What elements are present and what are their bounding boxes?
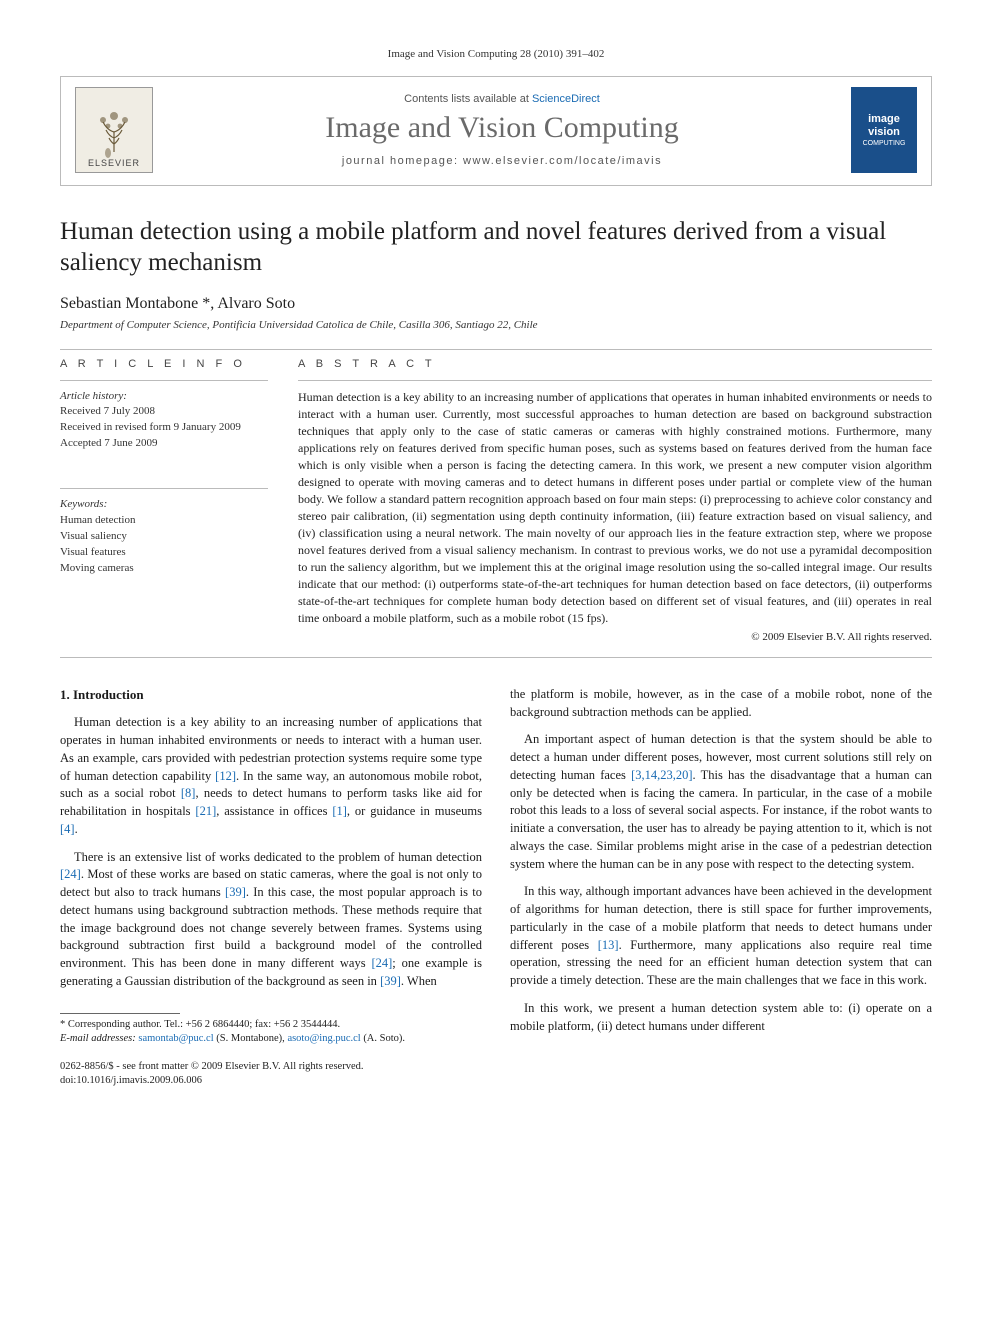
- keyword: Human detection: [60, 513, 268, 529]
- divider: [298, 380, 932, 381]
- citation-link[interactable]: [1]: [332, 804, 347, 818]
- contents-prefix: Contents lists available at: [404, 93, 532, 105]
- footnote-separator: [60, 1013, 180, 1014]
- divider: [60, 380, 268, 381]
- body-columns: 1. Introduction Human detection is a key…: [60, 686, 932, 1088]
- divider: [60, 657, 932, 658]
- issn-line: 0262-8856/$ - see front matter © 2009 El…: [60, 1060, 482, 1074]
- footnotes: * Corresponding author. Tel.: +56 2 6864…: [60, 1018, 482, 1046]
- history-received: Received 7 July 2008: [60, 404, 268, 420]
- email-link[interactable]: samontab@puc.cl: [138, 1033, 213, 1044]
- abstract-copyright: © 2009 Elsevier B.V. All rights reserved…: [298, 631, 932, 643]
- body-text: . When: [401, 974, 437, 988]
- cover-word-1: image: [868, 113, 900, 125]
- body-text: .: [75, 822, 78, 836]
- abstract-column: A B S T R A C T Human detection is a key…: [298, 358, 932, 643]
- corresponding-author-note: * Corresponding author. Tel.: +56 2 6864…: [60, 1018, 482, 1032]
- masthead-center: Contents lists available at ScienceDirec…: [153, 93, 851, 167]
- page: Image and Vision Computing 28 (2010) 391…: [0, 0, 992, 1128]
- keyword: Visual features: [60, 545, 268, 561]
- divider: [60, 349, 932, 350]
- doi-line: doi:10.1016/j.imavis.2009.06.006: [60, 1074, 482, 1088]
- body-paragraph: There is an extensive list of works dedi…: [60, 849, 482, 991]
- body-text: , assistance in offices: [216, 804, 332, 818]
- citation-link[interactable]: [39]: [225, 885, 246, 899]
- article-history: Article history: Received 7 July 2008 Re…: [60, 389, 268, 453]
- running-header: Image and Vision Computing 28 (2010) 391…: [60, 48, 932, 60]
- body-text: . This has the disadvantage that a human…: [510, 768, 932, 871]
- email-who: (A. Soto).: [361, 1033, 405, 1044]
- article-title: Human detection using a mobile platform …: [60, 216, 932, 279]
- abstract-text: Human detection is a key ability to an i…: [298, 389, 932, 627]
- body-paragraph: In this work, we present a human detecti…: [510, 1000, 932, 1036]
- citation-link[interactable]: [21]: [195, 804, 216, 818]
- keywords-block: Keywords: Human detection Visual salienc…: [60, 497, 268, 577]
- article-info-column: A R T I C L E I N F O Article history: R…: [60, 358, 268, 643]
- authors: Sebastian Montabone *, Alvaro Soto: [60, 295, 932, 313]
- keyword: Visual saliency: [60, 529, 268, 545]
- publisher-logo: ELSEVIER: [75, 87, 153, 173]
- article-info-label: A R T I C L E I N F O: [60, 358, 268, 370]
- email-who: (S. Montabone),: [214, 1033, 288, 1044]
- affiliation: Department of Computer Science, Pontific…: [60, 319, 932, 331]
- journal-name: Image and Vision Computing: [163, 111, 841, 145]
- citation-link[interactable]: [24]: [371, 956, 392, 970]
- divider: [60, 488, 268, 489]
- body-column-left: 1. Introduction Human detection is a key…: [60, 686, 482, 1088]
- info-abstract-row: A R T I C L E I N F O Article history: R…: [60, 358, 932, 643]
- citation-link[interactable]: [3,14,23,20]: [631, 768, 692, 782]
- citation-link[interactable]: [13]: [598, 938, 619, 952]
- history-revised: Received in revised form 9 January 2009: [60, 420, 268, 436]
- journal-homepage: journal homepage: www.elsevier.com/locat…: [163, 155, 841, 167]
- sciencedirect-link[interactable]: ScienceDirect: [532, 93, 600, 105]
- publisher-name: ELSEVIER: [88, 158, 140, 168]
- history-accepted: Accepted 7 June 2009: [60, 436, 268, 452]
- citation-link[interactable]: [8]: [181, 786, 196, 800]
- emails-label: E-mail addresses:: [60, 1033, 138, 1044]
- body-text: There is an extensive list of works dedi…: [74, 850, 482, 864]
- contents-line: Contents lists available at ScienceDirec…: [163, 93, 841, 105]
- elsevier-tree-icon: [89, 102, 139, 158]
- email-line: E-mail addresses: samontab@puc.cl (S. Mo…: [60, 1032, 482, 1046]
- citation-link[interactable]: [24]: [60, 867, 81, 881]
- body-paragraph: Human detection is a key ability to an i…: [60, 714, 482, 838]
- masthead: ELSEVIER Contents lists available at Sci…: [60, 76, 932, 186]
- body-text: , or guidance in museums: [347, 804, 482, 818]
- body-paragraph: the platform is mobile, however, as in t…: [510, 686, 932, 722]
- keywords-heading: Keywords:: [60, 497, 268, 513]
- cover-word-3: COMPUTING: [863, 140, 906, 147]
- citation-link[interactable]: [39]: [380, 974, 401, 988]
- body-column-right: the platform is mobile, however, as in t…: [510, 686, 932, 1088]
- journal-cover-thumbnail: image vision COMPUTING: [851, 87, 917, 173]
- history-heading: Article history:: [60, 389, 268, 405]
- footer-block: 0262-8856/$ - see front matter © 2009 El…: [60, 1060, 482, 1088]
- citation-link[interactable]: [12]: [215, 769, 236, 783]
- citation-link[interactable]: [4]: [60, 822, 75, 836]
- email-link[interactable]: asoto@ing.puc.cl: [287, 1033, 360, 1044]
- keyword: Moving cameras: [60, 561, 268, 577]
- section-heading: 1. Introduction: [60, 686, 482, 704]
- body-paragraph: In this way, although important advances…: [510, 883, 932, 990]
- body-paragraph: An important aspect of human detection i…: [510, 731, 932, 873]
- cover-word-2: vision: [868, 126, 900, 138]
- abstract-label: A B S T R A C T: [298, 358, 932, 370]
